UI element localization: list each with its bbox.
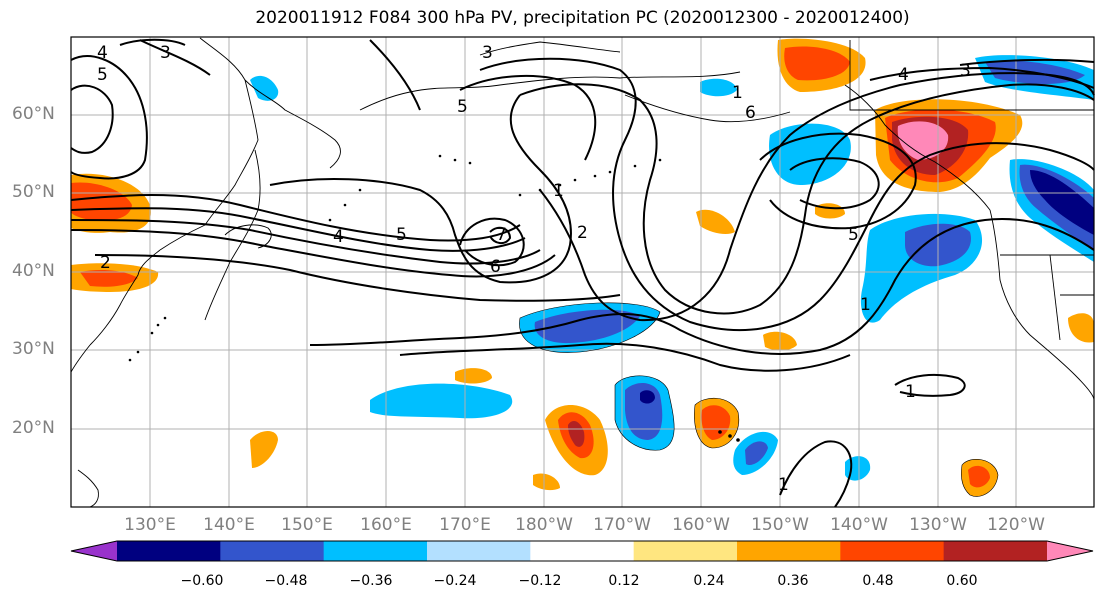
pv-contours [70,38,1095,508]
contour-label: 4 [97,43,108,63]
contour-label: 5 [97,65,108,85]
lon-label: 160°E [360,515,412,535]
lat-label: 60°N [12,104,55,124]
lat-label: 30°N [12,339,55,359]
contour-label: 3 [482,43,493,63]
contour-label: 1 [905,382,916,402]
colorbar-segment [530,541,635,561]
contour-label: 2 [100,253,111,273]
contour-label: 5 [848,225,859,245]
lat-label: 20°N [12,418,55,438]
contour-label: 1 [732,83,743,103]
colorbar-segment [323,541,428,561]
lon-label: 140°E [203,515,255,535]
contour-label: 7 [496,225,507,245]
contour-label: 1 [778,475,789,495]
graticule [71,37,1094,507]
map-frame [70,36,1095,508]
lon-label: 170°E [439,515,491,535]
islands [128,154,740,442]
lon-label: 170°W [593,515,651,535]
contour-label: 5 [396,225,407,245]
contour-label: 4 [333,227,344,247]
contour-label: 1 [553,181,564,201]
lon-label: 130°W [909,515,967,535]
lon-label: 150°W [751,515,809,535]
colorbar-segment [943,541,1048,561]
colorbar-tick-label: 0.12 [608,573,640,589]
map-title: 2020011912 F084 300 hPa PV, precipitatio… [255,8,910,28]
colorbar-extension-low [71,541,117,561]
lon-label: 180°W [515,515,573,535]
contour-labels: 4 5 3 3 5 4 3 1 6 2 1 6 4 5 5 2 1 7 1 1 [97,43,971,495]
lat-label: 50°N [12,182,55,202]
lon-label: 160°W [672,515,730,535]
colorbar-tick-label: 0.60 [946,573,978,589]
lon-label: 130°E [124,515,176,535]
colorbar-tick-label: −0.12 [518,573,562,589]
contour-label: 5 [457,97,468,117]
contour-label: 6 [745,103,756,123]
lon-label: 120°W [987,515,1045,535]
contour-label: 3 [960,61,971,81]
colorbar-tick-label: −0.36 [349,573,393,589]
colorbar-segment [427,541,531,561]
colorbar-segment [117,541,221,561]
colorbar-extension-high [1047,541,1093,561]
colorbar-segment [633,541,738,561]
colorbar-tick-label: −0.24 [433,573,477,589]
lon-label: 140°W [830,515,888,535]
colorbar-tick-label: −0.60 [180,573,224,589]
contour-label: 6 [490,257,501,277]
colorbar-outline [70,540,1094,562]
contour-label: 2 [577,223,588,243]
colorbar-tick-label: 0.24 [693,573,725,589]
contour-label: 1 [860,295,871,315]
colorbar-tick-label: 0.36 [777,573,809,589]
colorbar-tick-label: 0.48 [862,573,894,589]
colorbar-segment [220,541,325,561]
lon-label: 150°E [281,515,333,535]
contour-label: 3 [160,43,171,63]
colorbar-segment [737,541,841,561]
lat-label: 40°N [12,261,55,281]
colorbar-segment [840,541,945,561]
contour-label: 4 [898,65,909,85]
shading-outlines [519,302,999,497]
colorbar-tick-label: −0.48 [264,573,308,589]
coastlines [70,37,1095,508]
precipitation-shading [71,38,1094,497]
